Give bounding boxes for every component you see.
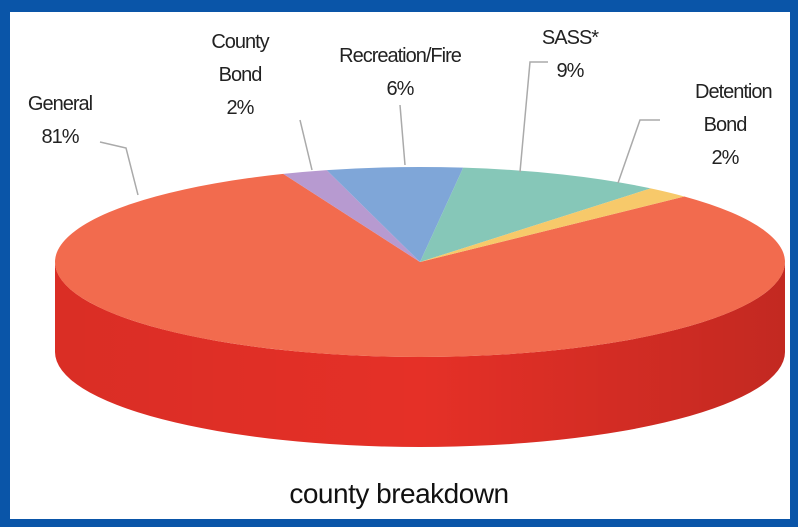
category-label: Recreation/Fire	[339, 45, 462, 67]
slice	[54, 173, 786, 358]
category-label: Detention Bond	[695, 81, 773, 136]
chart-title: county breakdown	[289, 478, 509, 509]
slice	[326, 167, 464, 262]
slice-label: Recreation/Fire 6%	[300, 40, 500, 106]
slice-label: Detention Bond 2%	[660, 76, 790, 175]
value-label: 9%	[556, 60, 585, 82]
leader-line	[519, 61, 548, 173]
slice-label: SASS* 9%	[520, 22, 620, 88]
value-label: 2%	[711, 147, 740, 169]
category-label: County Bond	[211, 31, 269, 86]
leader-line	[99, 141, 139, 196]
value-label: 81%	[41, 126, 79, 148]
category-label: SASS*	[541, 27, 599, 49]
leader-line	[399, 104, 406, 166]
slice-label: General 81%	[10, 88, 110, 154]
slice	[420, 167, 651, 262]
value-label: 6%	[386, 78, 415, 100]
slice	[283, 170, 420, 262]
slice-label: County Bond 2%	[190, 26, 290, 125]
value-label: 2%	[226, 97, 255, 119]
leader-line	[617, 119, 660, 184]
category-label: General	[27, 93, 93, 115]
leader-line	[299, 119, 313, 171]
slice	[420, 188, 685, 262]
side-shade	[55, 262, 785, 447]
